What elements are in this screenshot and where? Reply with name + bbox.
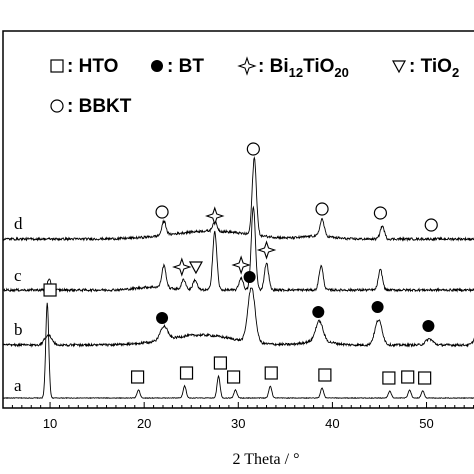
- trace-a: [2, 302, 474, 400]
- marker-open-square: [179, 366, 194, 380]
- legend-symbol-four-point-star: [237, 56, 257, 76]
- marker-open-square: [130, 370, 145, 384]
- traces: a b c d: [2, 156, 474, 400]
- legend-symbol-open-square: [50, 59, 64, 73]
- legend-label: : BBKT: [67, 96, 132, 117]
- phase-markers: [43, 142, 438, 385]
- legend-symbol-open-circle: [50, 99, 64, 113]
- x-axis: 10 20 30 40 50: [11, 402, 474, 431]
- legend-label: : HTO: [67, 56, 118, 77]
- legend-symbol-filled-circle: [151, 60, 163, 72]
- marker-four-point-star: [205, 206, 225, 226]
- marker-open-square: [318, 368, 332, 382]
- trace-label-a: a: [14, 376, 22, 395]
- marker-four-point-star: [172, 257, 192, 277]
- marker-filled-circle: [312, 306, 325, 318]
- legend-label: : BT: [167, 56, 204, 77]
- marker-open-square: [382, 371, 396, 385]
- x-tick-label: 50: [419, 416, 433, 431]
- x-axis-title: 2 Theta / °: [233, 451, 300, 468]
- marker-filled-circle: [156, 312, 169, 324]
- legend-label: : TiO2: [409, 56, 459, 80]
- marker-open-triangle-down: [188, 261, 203, 275]
- marker-open-circle: [246, 142, 260, 156]
- plot-frame: [2, 30, 474, 409]
- marker-open-circle: [315, 202, 329, 216]
- trace-c: [2, 205, 474, 293]
- marker-open-square: [418, 371, 432, 385]
- trace-b: [2, 287, 474, 348]
- marker-open-square: [264, 366, 278, 380]
- marker-open-circle: [373, 206, 388, 220]
- x-tick-label: 40: [325, 416, 339, 431]
- marker-filled-circle: [243, 271, 256, 283]
- marker-open-square: [226, 370, 241, 384]
- marker-filled-circle: [422, 320, 435, 332]
- trace-label-c: c: [14, 266, 22, 285]
- legend-symbol-open-triangle-down: [391, 60, 407, 74]
- marker-four-point-star: [231, 255, 251, 275]
- marker-open-square: [43, 283, 57, 297]
- legend-label: : Bi12TiO20: [258, 56, 349, 80]
- x-tick-label: 30: [231, 416, 245, 431]
- x-tick-label: 10: [43, 416, 57, 431]
- x-tick-label: 20: [137, 416, 151, 431]
- marker-filled-circle: [371, 301, 384, 313]
- trace-d: [2, 156, 474, 242]
- marker-open-circle: [424, 218, 438, 232]
- trace-label-b: b: [14, 320, 23, 339]
- trace-label-d: d: [14, 214, 23, 233]
- legend: : HTO : BT : Bi12TiO20 : TiO2 : BBKT: [50, 56, 459, 117]
- marker-open-circle: [155, 205, 169, 219]
- marker-open-square: [213, 356, 228, 370]
- marker-open-square: [401, 370, 415, 384]
- marker-four-point-star: [256, 240, 277, 260]
